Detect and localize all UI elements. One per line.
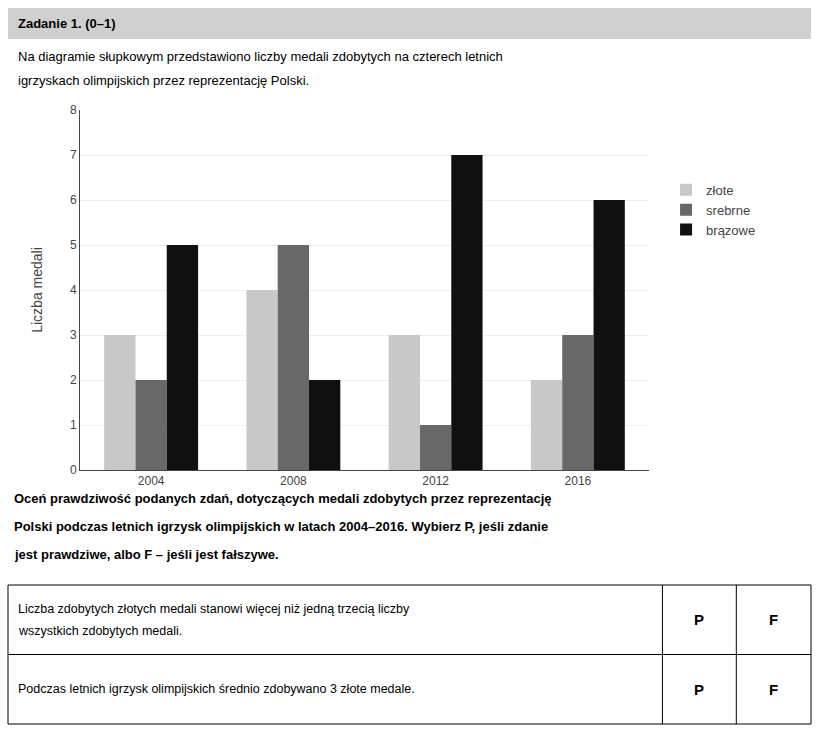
svg-text:8: 8 — [70, 103, 77, 117]
svg-text:2016: 2016 — [565, 474, 592, 488]
svg-text:3: 3 — [70, 328, 77, 342]
svg-text:2012: 2012 — [422, 474, 449, 488]
svg-text:4: 4 — [70, 283, 77, 297]
svg-text:7: 7 — [70, 148, 77, 162]
svg-text:Zadanie 1. (0–1): Zadanie 1. (0–1) — [18, 16, 116, 31]
svg-text:F: F — [769, 681, 778, 698]
svg-text:Liczba medali: Liczba medali — [29, 247, 45, 333]
svg-text:5: 5 — [70, 238, 77, 252]
svg-text:wszystkich zdobytych medali.: wszystkich zdobytych medali. — [18, 624, 182, 638]
svg-text:Na diagramie słupkowym przedst: Na diagramie słupkowym przedstawiono lic… — [18, 49, 503, 64]
svg-text:P: P — [694, 611, 704, 628]
svg-text:6: 6 — [70, 193, 77, 207]
svg-text:F: F — [769, 611, 778, 628]
svg-text:igrzyskach olimpijskich przez: igrzyskach olimpijskich przez reprezenta… — [18, 73, 309, 88]
svg-text:2008: 2008 — [280, 474, 307, 488]
svg-text:złote: złote — [706, 183, 733, 198]
svg-text:jest prawdziwe, albo F – jeśli: jest prawdziwe, albo F – jeśli jest fałs… — [14, 547, 279, 562]
svg-text:P: P — [694, 681, 704, 698]
svg-text:Podczas letnich igrzysk olimpi: Podczas letnich igrzysk olimpijskich śre… — [18, 682, 415, 696]
svg-text:2004: 2004 — [138, 474, 165, 488]
svg-text:2: 2 — [70, 373, 77, 387]
svg-text:Liczba zdobytych złotych medal: Liczba zdobytych złotych medali stanowi … — [18, 602, 410, 616]
svg-text:brązowe: brązowe — [706, 223, 755, 238]
svg-text:0: 0 — [70, 463, 77, 477]
svg-text:1: 1 — [70, 418, 77, 432]
svg-text:Polski podczas letnich igrzysk: Polski podczas letnich igrzysk olimpijsk… — [14, 519, 548, 534]
svg-text:srebrne: srebrne — [706, 203, 750, 218]
svg-text:Oceń prawdziwość podanych zdań: Oceń prawdziwość podanych zdań, dotycząc… — [14, 491, 551, 506]
